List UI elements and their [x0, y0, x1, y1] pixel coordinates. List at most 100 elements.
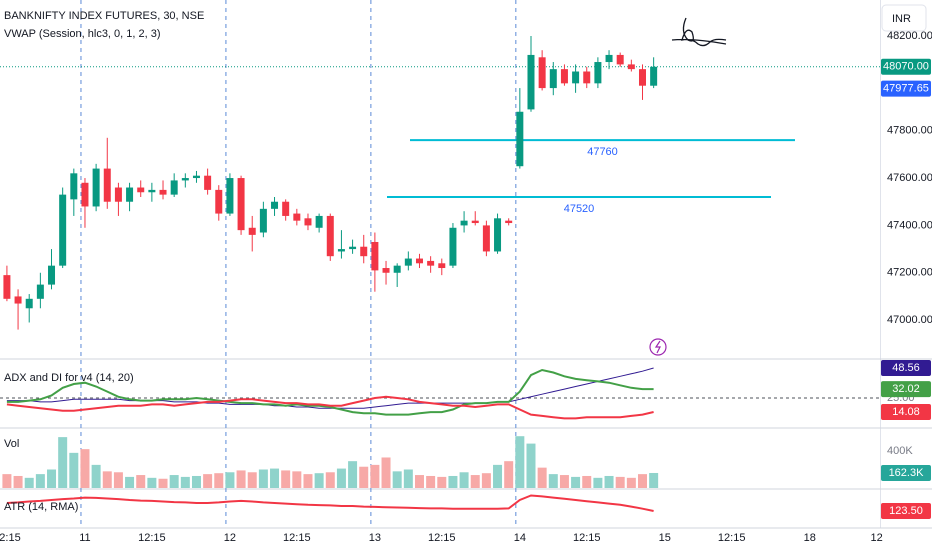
candle-body: [192, 175, 200, 179]
volume-bar: [571, 476, 581, 488]
volume-bar: [13, 475, 23, 488]
volume-bar: [2, 474, 12, 488]
candle-body: [549, 69, 557, 89]
y-tick-label: 47200.00: [887, 267, 932, 279]
candle-body: [36, 284, 44, 299]
x-tick-label: 18: [804, 532, 816, 544]
candle-body: [114, 187, 122, 202]
price-tag-label: 162.3K: [889, 467, 925, 479]
candle-body: [438, 263, 446, 269]
atr-title: ATR (14, RMA): [4, 501, 78, 513]
volume-bar: [214, 473, 224, 488]
alert-icon[interactable]: [649, 338, 667, 356]
volume-bar: [470, 475, 480, 488]
volume-bar: [281, 470, 291, 488]
candle-body: [415, 258, 423, 264]
candle-body: [237, 178, 245, 231]
candle-body: [271, 201, 279, 209]
candle-body: [505, 220, 513, 224]
x-tick-label: 12:15: [0, 532, 21, 544]
volume-bar: [136, 475, 146, 488]
price-tag: [881, 58, 931, 75]
volume-bar: [314, 473, 324, 488]
volume-bar: [649, 472, 659, 488]
y-tick-label: 47800.00: [887, 125, 932, 137]
candle-body: [81, 182, 89, 207]
y-tick-label: 47400.00: [887, 219, 932, 231]
x-tick-label: 12:15: [138, 532, 166, 544]
candle-body: [638, 69, 646, 86]
candle-body: [427, 260, 435, 266]
volume-bar: [626, 477, 636, 488]
candle-body: [126, 187, 134, 202]
candle-body: [259, 208, 267, 233]
candle-body: [616, 54, 624, 65]
volume-bar: [392, 471, 402, 488]
currency[interactable]: INR: [892, 13, 911, 25]
candle-body: [594, 62, 602, 84]
volume-bar: [481, 473, 491, 488]
candle-body: [170, 180, 178, 195]
candle-body: [3, 275, 11, 299]
candle-body: [25, 298, 33, 309]
x-tick-label: 14: [514, 532, 526, 544]
candle-body: [460, 220, 468, 226]
candle-body: [337, 249, 345, 252]
volume-bar: [559, 475, 569, 488]
x-tick-label: 12:15: [573, 532, 601, 544]
volume-bar: [247, 472, 257, 488]
volume-bar: [448, 475, 458, 488]
x-tick-label: 12:15: [428, 532, 456, 544]
volume-bar: [515, 436, 525, 488]
candle-body: [148, 189, 156, 193]
candle-body: [70, 173, 78, 200]
volume-bar: [35, 474, 45, 488]
x-tick-label: 12: [871, 532, 883, 544]
volume-bar: [414, 475, 424, 488]
candle-body: [516, 111, 524, 167]
volume-bar: [125, 476, 135, 488]
candle-body: [293, 213, 301, 221]
candle-body: [304, 218, 312, 226]
candle-body: [482, 225, 490, 252]
price-tag-label: 48.56: [892, 362, 920, 374]
candle-body: [92, 168, 100, 207]
currency-box[interactable]: [881, 4, 927, 32]
volume-bar: [47, 469, 57, 488]
volume-bar: [615, 476, 625, 488]
price-tag: [881, 80, 931, 97]
indicator-line: [6, 395, 654, 420]
volume-bar: [381, 457, 391, 488]
candle-body: [382, 268, 390, 273]
candle-body: [572, 71, 580, 84]
candle-body: [583, 71, 591, 84]
candle-body: [48, 265, 56, 285]
volume-bar: [24, 477, 34, 488]
x-tick-label: 13: [369, 532, 381, 544]
price-tag: [881, 381, 931, 398]
candle-body: [103, 168, 111, 202]
candle-body: [471, 220, 479, 224]
volume-bar: [426, 475, 436, 488]
candle-body: [404, 258, 412, 266]
x-tick-label: 12:15: [718, 532, 746, 544]
volume-bar: [403, 469, 413, 488]
volume-bar: [637, 474, 647, 488]
candle-body: [204, 175, 212, 190]
x-tick-label: 12: [224, 532, 236, 544]
drawing-scribble: [671, 17, 727, 47]
price-tag-label: 123.50: [889, 505, 923, 517]
volume-bar: [593, 477, 603, 488]
volume-bar: [459, 472, 469, 488]
candle-body: [349, 246, 357, 250]
candle-body: [282, 201, 290, 216]
alert-bolt: [654, 340, 661, 354]
x-tick-label: 12:15: [283, 532, 311, 544]
price-tag-label: 32.02: [892, 383, 920, 395]
volume-bar: [292, 471, 302, 488]
candle-body: [14, 296, 22, 304]
candle-body: [560, 69, 568, 84]
volume-bar: [537, 467, 547, 488]
vol-title: Vol: [4, 438, 19, 450]
